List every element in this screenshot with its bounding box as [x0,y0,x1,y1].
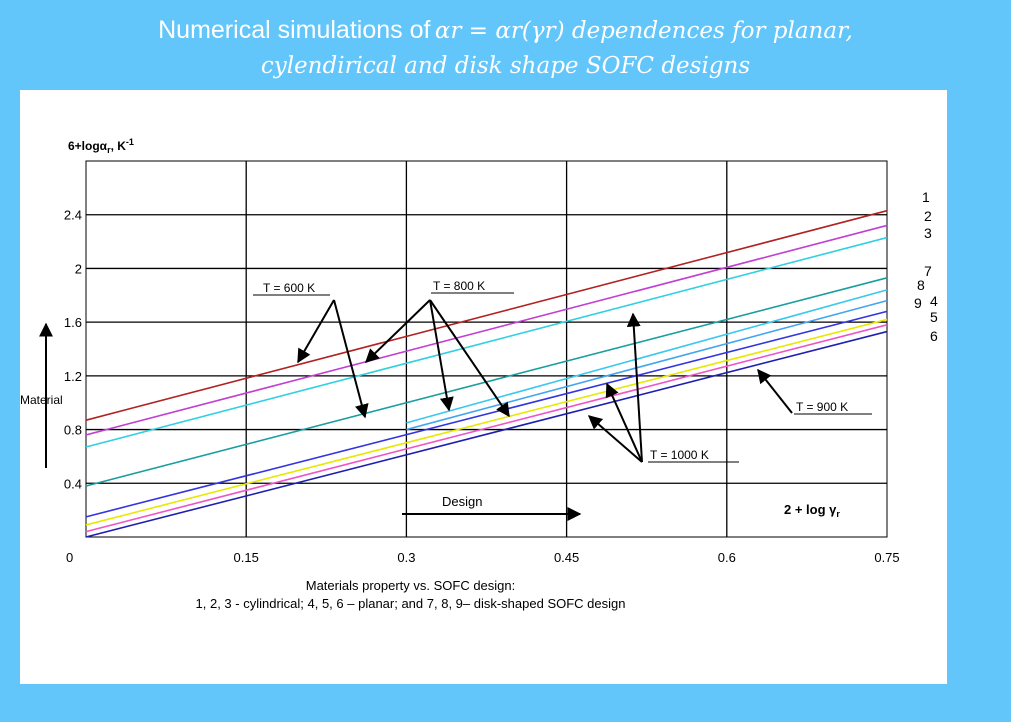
chart-caption: Materials property vs. SOFC design: 1, 2… [20,577,801,613]
x-tick-label: 0 [66,550,73,565]
title-line-2: cylendirical and disk shape SOFC designs [260,53,751,79]
tick-labels: 0 0.15 0.3 0.45 0.6 0.75 0.4 0.8 1.2 1.6 2 2.4 [64,208,900,565]
t1000-arrow-a [587,415,643,463]
series-end-label: 3 [924,225,932,241]
t900-arrow [757,368,793,414]
series-end-label: 4 [930,293,938,309]
series-labels: 1 23 45 6 78 9 [914,189,938,344]
series-end-label: 9 [914,295,922,311]
series-line-8 [406,289,888,424]
y-tick-label: 1.2 [64,369,82,384]
title-formula: αr = αr(γr) dependences for planar, [434,18,853,44]
t600-arrow-a [297,299,335,364]
t1000-arrow-b [605,382,643,463]
x-tick-label: 0.75 [874,550,899,565]
chart-svg: 0 0.15 0.3 0.45 0.6 0.75 0.4 0.8 1.2 1.6 2 2.4 6+lo… [20,137,938,565]
design-label: Design [442,494,482,509]
t800-arrow-b [429,299,454,412]
caption-line-1: Materials property vs. SOFC design: [305,578,516,593]
series-end-label: 5 [930,309,938,325]
y-tick-label: 2 [75,261,82,276]
series-lines [85,209,888,538]
series-end-label: 7 [924,263,932,279]
series-line-2 [85,224,888,436]
t1000-arrow-c [626,312,643,463]
series-end-label: 8 [917,277,925,293]
grid-lines [85,160,888,538]
y-axis-label: 6+logαr, K-1 [68,137,134,155]
series-line-1 [85,209,888,421]
series-line-9 [406,299,888,431]
series-end-label: 2 [924,208,932,224]
x-tick-label: 0.45 [554,550,579,565]
x-axis-label: 2 + log γr [784,502,840,519]
y-tick-label: 1.6 [64,315,82,330]
t800-arrow-a [364,299,431,363]
caption-line-2: 1, 2, 3 - cylindrical; 4, 5, 6 – planar;… [195,596,626,611]
t600-label: T = 600 K [263,281,315,295]
title-text: Numerical simulations of [158,16,431,44]
material-label: Material [20,393,63,407]
t800-arrow-c [429,299,510,418]
series-line-3 [85,236,888,448]
series-end-label: 1 [922,189,930,205]
series-line-5b [85,324,888,533]
y-tick-label: 0.4 [64,476,82,491]
series-line-5 [85,318,888,526]
t900-label: T = 900 K [796,400,848,414]
t600-arrow-b [333,299,369,419]
series-line-6 [85,330,888,538]
y-tick-label: 0.8 [64,423,82,438]
series-end-label: 6 [930,328,938,344]
series-line-4 [85,310,888,518]
x-tick-label: 0.15 [234,550,259,565]
t1000-label: T = 1000 K [650,448,709,462]
slide-title: Numerical simulations of αr = αr(γr) dep… [0,14,1011,82]
chart-panel: 0 0.15 0.3 0.45 0.6 0.75 0.4 0.8 1.2 1.6 2 2.4 6+lo… [20,90,947,684]
t800-label: T = 800 K [433,279,485,293]
x-tick-label: 0.6 [718,550,736,565]
plot-frame [85,160,888,538]
x-tick-label: 0.3 [397,550,415,565]
y-tick-label: 2.4 [64,208,82,223]
